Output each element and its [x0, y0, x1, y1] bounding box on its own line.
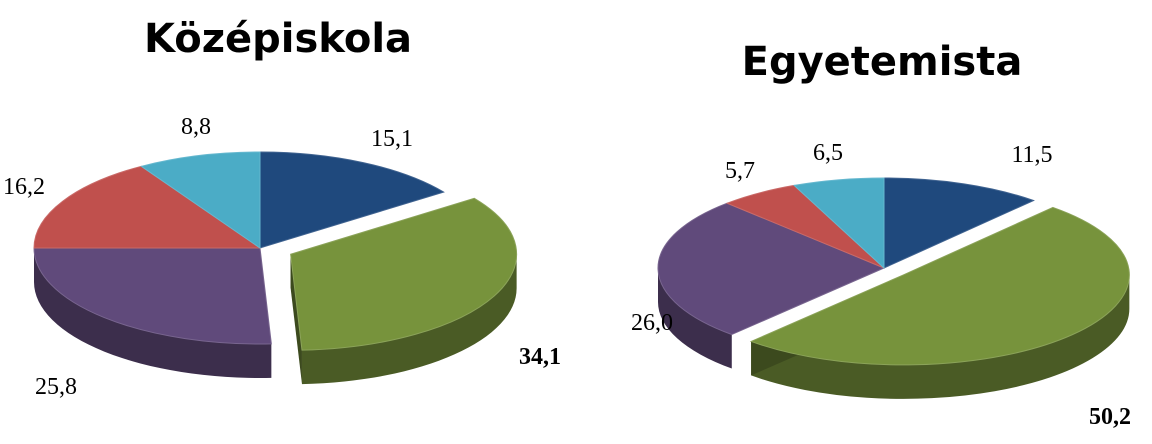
chart-title: Középiskola: [144, 16, 412, 62]
pie-slice-side: [301, 254, 517, 385]
pie-slice: [793, 177, 885, 270]
pie-slice: [290, 197, 518, 385]
pie-slice-top: [33, 165, 262, 249]
chart-title: Egyetemista: [742, 39, 1023, 85]
pie-chart-kozepiskola: Középiskola 15,1 34,1 25,8 16,2 8,8: [3, 16, 561, 400]
data-label: 16,2: [3, 174, 45, 200]
data-label: 15,1: [371, 126, 413, 152]
pie-slice-top: [793, 177, 885, 270]
data-label: 6,5: [813, 140, 843, 166]
pie-slice-cut: [290, 254, 302, 385]
pie-slice: [140, 151, 261, 249]
pie-slice-side: [658, 268, 732, 369]
data-label: 5,7: [725, 158, 755, 184]
pie-slice-top: [749, 206, 1130, 366]
pie-slice: [749, 206, 1130, 399]
data-label: 11,5: [1011, 142, 1052, 168]
pie-chart-egyetemista: Egyetemista 11,5 50,2 26,0 5,7 6,5: [631, 39, 1131, 430]
pie-slice-side: [34, 248, 272, 378]
pie-slice: [657, 202, 886, 369]
data-label: 25,8: [35, 374, 77, 400]
pie-slice-side: [751, 274, 1130, 399]
data-label: 34,1: [519, 344, 561, 370]
pie-slice-top: [259, 151, 445, 249]
data-label: 26,0: [631, 310, 673, 336]
pie-slice-top: [33, 247, 272, 345]
pie-slice: [259, 151, 445, 249]
data-label: 50,2: [1089, 404, 1131, 430]
pie-slice-top: [140, 151, 261, 249]
pie-slice-top: [883, 177, 1035, 269]
pie-slice-top: [290, 197, 518, 351]
pie-slice-top: [657, 202, 886, 336]
data-label: 8,8: [181, 114, 211, 140]
pie-slice: [33, 165, 262, 249]
pie-slice: [33, 247, 272, 378]
pie-slice: [883, 177, 1035, 269]
